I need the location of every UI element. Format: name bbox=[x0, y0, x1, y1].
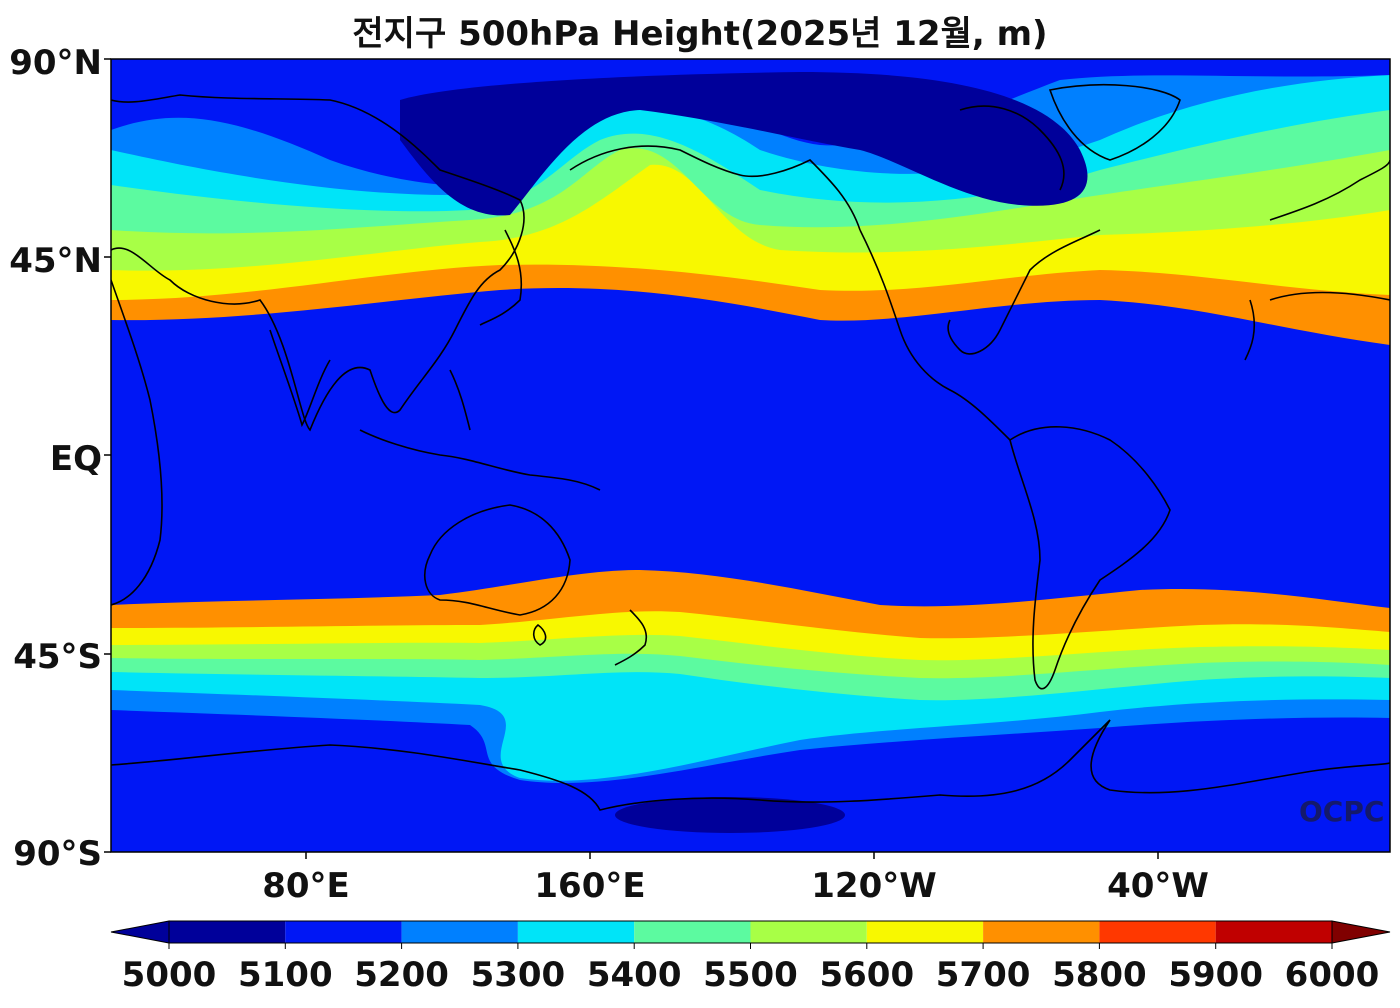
map-title: 전지구 500hPa Height(2025년 12월, m) bbox=[352, 14, 1048, 54]
coastlines bbox=[111, 84, 1390, 811]
colorbar-tick-label: 5500 bbox=[703, 955, 798, 995]
colorbar-extend-high bbox=[1331, 920, 1391, 944]
colorbar-tick-label: 5100 bbox=[237, 955, 333, 995]
greenland bbox=[1048, 84, 1181, 161]
lat-label-eq: EQ bbox=[49, 439, 102, 479]
colorbar-segment-5700 bbox=[983, 921, 1100, 943]
lat-label-90n: 90°N bbox=[9, 43, 102, 83]
indonesia bbox=[359, 429, 601, 491]
colorbar-tick-label: 5200 bbox=[354, 955, 449, 995]
height-field bbox=[111, 59, 1390, 852]
colorbar-tick-label: 5700 bbox=[935, 955, 1031, 995]
lat-label-45n: 45°N bbox=[9, 241, 102, 281]
new-zealand bbox=[614, 609, 648, 666]
tasmania bbox=[532, 623, 547, 646]
africa-west-coast bbox=[111, 279, 163, 606]
philippines bbox=[449, 369, 471, 431]
colorbar-segment-5400 bbox=[634, 921, 751, 943]
colorbar-tick-label: 5000 bbox=[121, 955, 217, 995]
india-coast bbox=[269, 329, 331, 428]
colorbar-tick-label: 5400 bbox=[586, 955, 682, 995]
lon-label-160e: 160°E bbox=[534, 866, 646, 906]
lon-ticks bbox=[305, 852, 1159, 859]
australia bbox=[424, 504, 571, 616]
south-america bbox=[1009, 426, 1171, 690]
band-5200-south bbox=[111, 710, 1390, 852]
band-5100-north bbox=[400, 72, 1088, 216]
colorbar-extend-low bbox=[110, 920, 170, 944]
ocpc-watermark: OCPC bbox=[1299, 795, 1385, 828]
colorbar-segment-5900 bbox=[1215, 921, 1332, 943]
colorbar-tick-label: 6000 bbox=[1284, 955, 1380, 995]
canada-islands bbox=[959, 105, 1065, 191]
colorbar bbox=[110, 920, 1391, 949]
alaska bbox=[569, 145, 861, 231]
colorbar-segment-5500 bbox=[750, 921, 867, 943]
lon-label-80e: 80°E bbox=[262, 866, 350, 906]
lat-label-45s: 45°S bbox=[13, 637, 102, 677]
north-america-west bbox=[859, 229, 1011, 441]
colorbar-tick-label: 5600 bbox=[819, 955, 915, 995]
colorbar-segment-5000 bbox=[169, 921, 286, 943]
north-america-east bbox=[947, 229, 1101, 355]
europe-africa bbox=[1244, 159, 1390, 361]
lon-label-120w: 120°W bbox=[811, 866, 937, 906]
colorbar-segment-5600 bbox=[866, 921, 984, 943]
colorbar-segment-5100 bbox=[285, 921, 402, 943]
band-5100-south bbox=[615, 797, 845, 833]
lon-label-40w: 40°W bbox=[1107, 866, 1209, 906]
colorbar-segment-5800 bbox=[1099, 921, 1216, 943]
asia-coast bbox=[111, 94, 525, 432]
colorbar-tick-label: 5300 bbox=[470, 955, 566, 995]
colorbar-segment-5200 bbox=[401, 921, 518, 943]
japan bbox=[479, 229, 523, 326]
colorbar-tick-label: 5900 bbox=[1168, 955, 1264, 995]
lat-label-90s: 90°S bbox=[13, 834, 102, 874]
lat-ticks bbox=[104, 58, 111, 853]
colorbar-tick-label: 5800 bbox=[1052, 955, 1147, 995]
colorbar-segment-5300 bbox=[517, 921, 635, 943]
antarctica bbox=[111, 719, 1390, 811]
